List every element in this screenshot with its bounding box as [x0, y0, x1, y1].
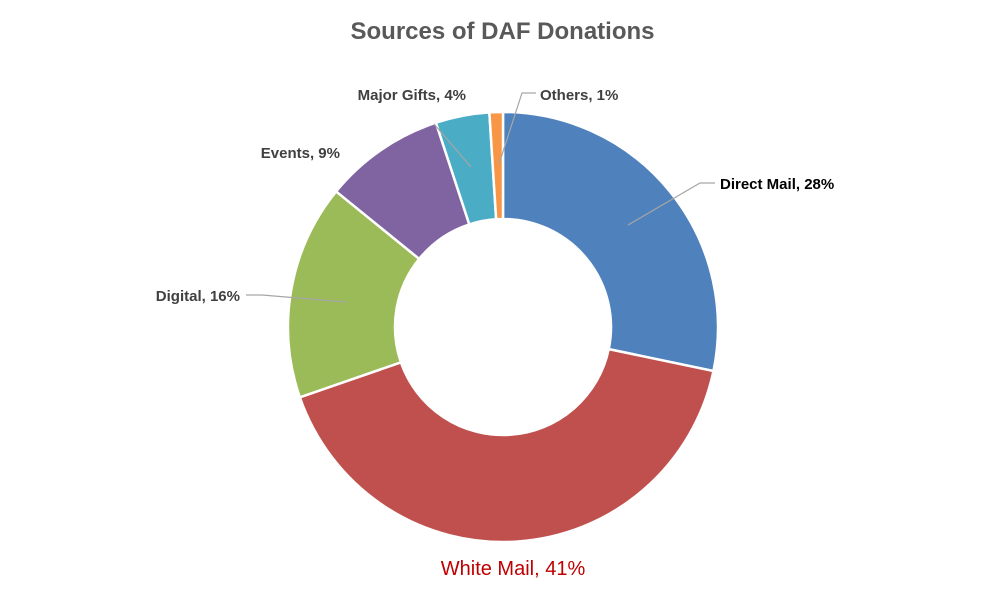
leader-line-digital	[246, 294, 347, 303]
leader-lines	[246, 92, 715, 303]
leader-line-direct-mail	[627, 182, 715, 226]
slice-white-mail	[298, 347, 715, 544]
data-labels: Direct Mail, 28% White Mail, 41% Digital, …	[156, 87, 834, 580]
label-digital: Digital, 16%	[156, 288, 240, 305]
label-white-mail: White Mail, 41%	[441, 558, 586, 580]
donut-slices	[286, 110, 720, 544]
chart-title: Sources of DAF Donations	[350, 18, 655, 45]
label-major-gifts: Major Gifts, 4%	[358, 87, 466, 104]
leader-line-major-gifts	[433, 123, 472, 168]
slice-others	[488, 110, 505, 221]
label-events: Events, 9%	[261, 145, 340, 162]
leader-line-others	[498, 92, 536, 165]
label-others: Others, 1%	[540, 87, 618, 104]
label-direct-mail: Direct Mail, 28%	[720, 176, 834, 193]
slice-direct-mail	[501, 110, 720, 373]
slice-digital	[286, 189, 421, 399]
